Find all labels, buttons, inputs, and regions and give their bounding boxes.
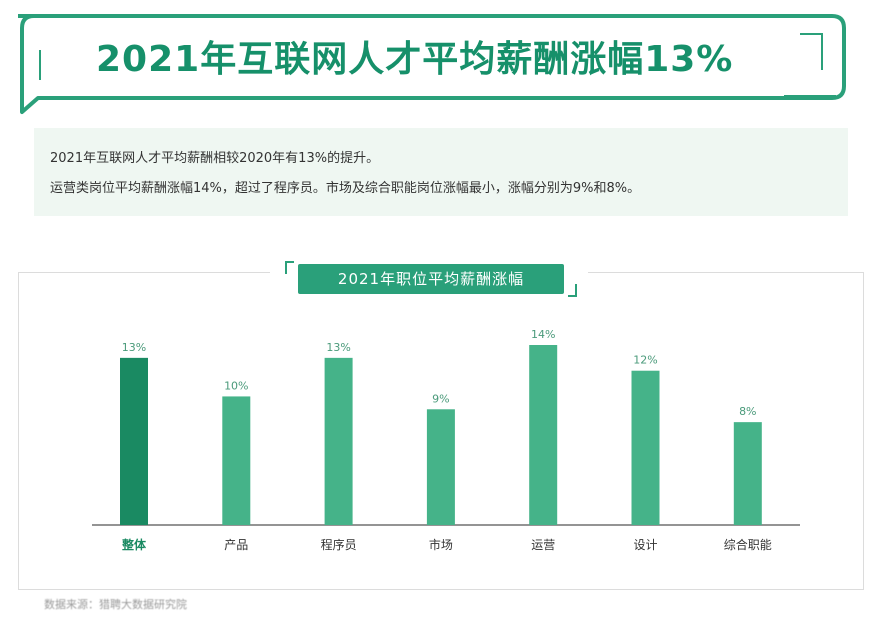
title-frame [18,14,846,114]
category-label-3: 市场 [429,537,453,552]
bar-1 [222,396,251,525]
category-label-1: 产品 [224,538,248,552]
summary-box: 2021年互联网人才平均薪酬相较2020年有13%的提升。 运营类岗位平均薪酬涨… [34,128,848,216]
value-label-3: 9% [432,392,449,405]
category-label-5: 设计 [633,538,657,552]
value-label-2: 13% [326,341,350,354]
bar-6 [733,422,762,525]
page-title: 2021年互联网人才平均薪酬涨幅13% [96,39,734,80]
chart-title: 2021年职位平均薪酬涨幅 [298,264,564,294]
bar-3 [426,409,455,525]
value-label-5: 12% [633,354,657,367]
value-label-1: 10% [224,379,248,392]
data-source-note: 数据来源：猎聘大数据研究院 [44,598,187,611]
category-label-0: 整体 [121,537,147,552]
summary-line-2: 运营类岗位平均薪酬涨幅14%，超过了程序员。市场及综合职能岗位涨幅最小，涨幅分别… [50,181,641,196]
summary-line-1: 2021年互联网人才平均薪酬相较2020年有13%的提升。 [50,151,380,166]
category-label-6: 综合职能 [724,537,772,552]
value-label-4: 14% [531,328,555,341]
value-label-0: 13% [122,341,146,354]
category-label-4: 运营 [531,538,555,552]
chart-title-brackets [285,261,577,297]
bar-2 [324,357,353,525]
bar-0 [120,357,148,525]
bar-5 [631,370,660,525]
bar-4 [529,345,558,525]
category-label-2: 程序员 [321,537,357,552]
value-label-6: 8% [739,405,756,418]
